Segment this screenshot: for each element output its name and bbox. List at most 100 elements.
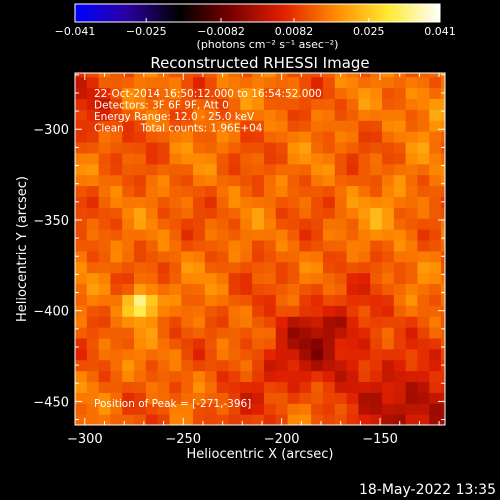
heatmap-cell (370, 305, 383, 317)
heatmap-cell (122, 348, 135, 361)
heatmap-cell (417, 229, 430, 241)
heatmap-cell (193, 185, 206, 197)
heatmap-cell (263, 196, 277, 208)
heatmap-cell (122, 218, 135, 230)
heatmap-cell (98, 283, 112, 295)
heatmap-cell (429, 73, 442, 78)
heatmap-cell (169, 207, 182, 219)
heatmap-cell (157, 152, 171, 165)
heatmap-cell (334, 174, 348, 187)
heatmap-cell (311, 76, 324, 89)
heatmap-cell (240, 218, 253, 230)
heatmap-cell (346, 294, 360, 306)
heatmap-cell (393, 327, 407, 339)
heatmap-cell (204, 294, 218, 306)
heatmap-cell (216, 239, 230, 252)
heatmap-cell (287, 174, 300, 187)
heatmap-cell (134, 174, 147, 187)
heatmap-cell (287, 327, 300, 339)
heatmap-cell (275, 131, 289, 143)
heatmap-cell (252, 98, 265, 110)
heatmap-cell (228, 229, 241, 241)
heatmap-cell (193, 283, 206, 295)
heatmap-cell (275, 76, 289, 89)
heatmap-cell (346, 414, 360, 425)
heatmap-cell (429, 163, 442, 176)
heatmap-cell (110, 185, 123, 197)
heatmap-cell (204, 120, 218, 132)
heatmap-cell (393, 218, 407, 230)
heatmap-cell (358, 207, 371, 219)
heatmap-cell (240, 272, 253, 285)
heatmap-cell (382, 261, 395, 274)
heatmap-cell (382, 327, 395, 339)
heatmap-cell (240, 196, 253, 208)
colorbar-tick-label: 0.0082 (275, 25, 314, 38)
heatmap-cell (169, 120, 182, 132)
heatmap-cell (252, 403, 265, 415)
heatmap-cell (311, 185, 324, 197)
heatmap-cell (157, 185, 171, 197)
heatmap-cell (134, 87, 147, 100)
heatmap-cell (311, 327, 324, 339)
heatmap-cell (181, 120, 194, 132)
heatmap-cell (405, 218, 419, 230)
heatmap-cell (75, 73, 88, 78)
heatmap-cell (216, 163, 230, 176)
heatmap-cell (417, 196, 430, 208)
heatmap-cell (240, 87, 253, 100)
heatmap-cell (382, 403, 395, 415)
heatmap-cell (252, 196, 265, 208)
heatmap-cell (275, 359, 289, 372)
heatmap-cell (110, 229, 123, 241)
heatmap-cell (110, 163, 123, 176)
heatmap-cell (110, 250, 123, 263)
heatmap-cell (193, 229, 206, 241)
heatmap-cell (228, 174, 241, 187)
heatmap-cell (417, 98, 430, 110)
heatmap-cell (441, 185, 445, 197)
heatmap-cell (441, 218, 445, 230)
heatmap-cell (98, 337, 112, 350)
heatmap-cell (346, 239, 360, 252)
heatmap-cell (358, 120, 371, 132)
heatmap-cell (181, 73, 194, 78)
heatmap-cell (134, 185, 147, 197)
heatmap-cell (358, 76, 371, 89)
heatmap-cell (287, 207, 300, 219)
heatmap-cell (441, 392, 445, 404)
y-tick-label: −300 (33, 123, 69, 138)
heatmap-cell (240, 250, 253, 263)
heatmap-cell (98, 87, 112, 100)
heatmap-cell (275, 185, 289, 197)
heatmap-cell (346, 87, 360, 100)
heatmap-cell (86, 152, 100, 165)
heatmap-cell (169, 229, 182, 241)
heatmap-cell (299, 272, 312, 285)
heatmap-cell (110, 174, 123, 187)
heatmap-cell (98, 239, 112, 252)
heatmap-cell (122, 403, 135, 415)
heatmap-cell (275, 174, 289, 187)
heatmap-cell (275, 141, 289, 154)
heatmap-cell (358, 185, 371, 197)
heatmap-cell (86, 381, 100, 393)
heatmap-cell (311, 141, 324, 154)
axis-ticks: −300 −250 −200 −150 −300 −350 −400 −450 (33, 73, 445, 447)
heatmap-cell (382, 218, 395, 230)
heatmap-cell (204, 229, 218, 241)
heatmap-cell (370, 272, 383, 285)
heatmap-cell (98, 109, 112, 121)
heatmap-cell (145, 131, 159, 143)
heatmap-cell (441, 76, 445, 89)
heatmap-cell (299, 327, 312, 339)
heatmap-cell (86, 250, 100, 263)
heatmap-cell (193, 327, 206, 339)
heatmap-cell (169, 141, 182, 154)
heatmap-cell (393, 229, 407, 241)
heatmap-cell (134, 229, 147, 241)
heatmap-cell (204, 403, 218, 415)
heatmap-cell (311, 348, 324, 361)
heatmap-cell (240, 174, 253, 187)
heatmap-cell (110, 348, 123, 361)
